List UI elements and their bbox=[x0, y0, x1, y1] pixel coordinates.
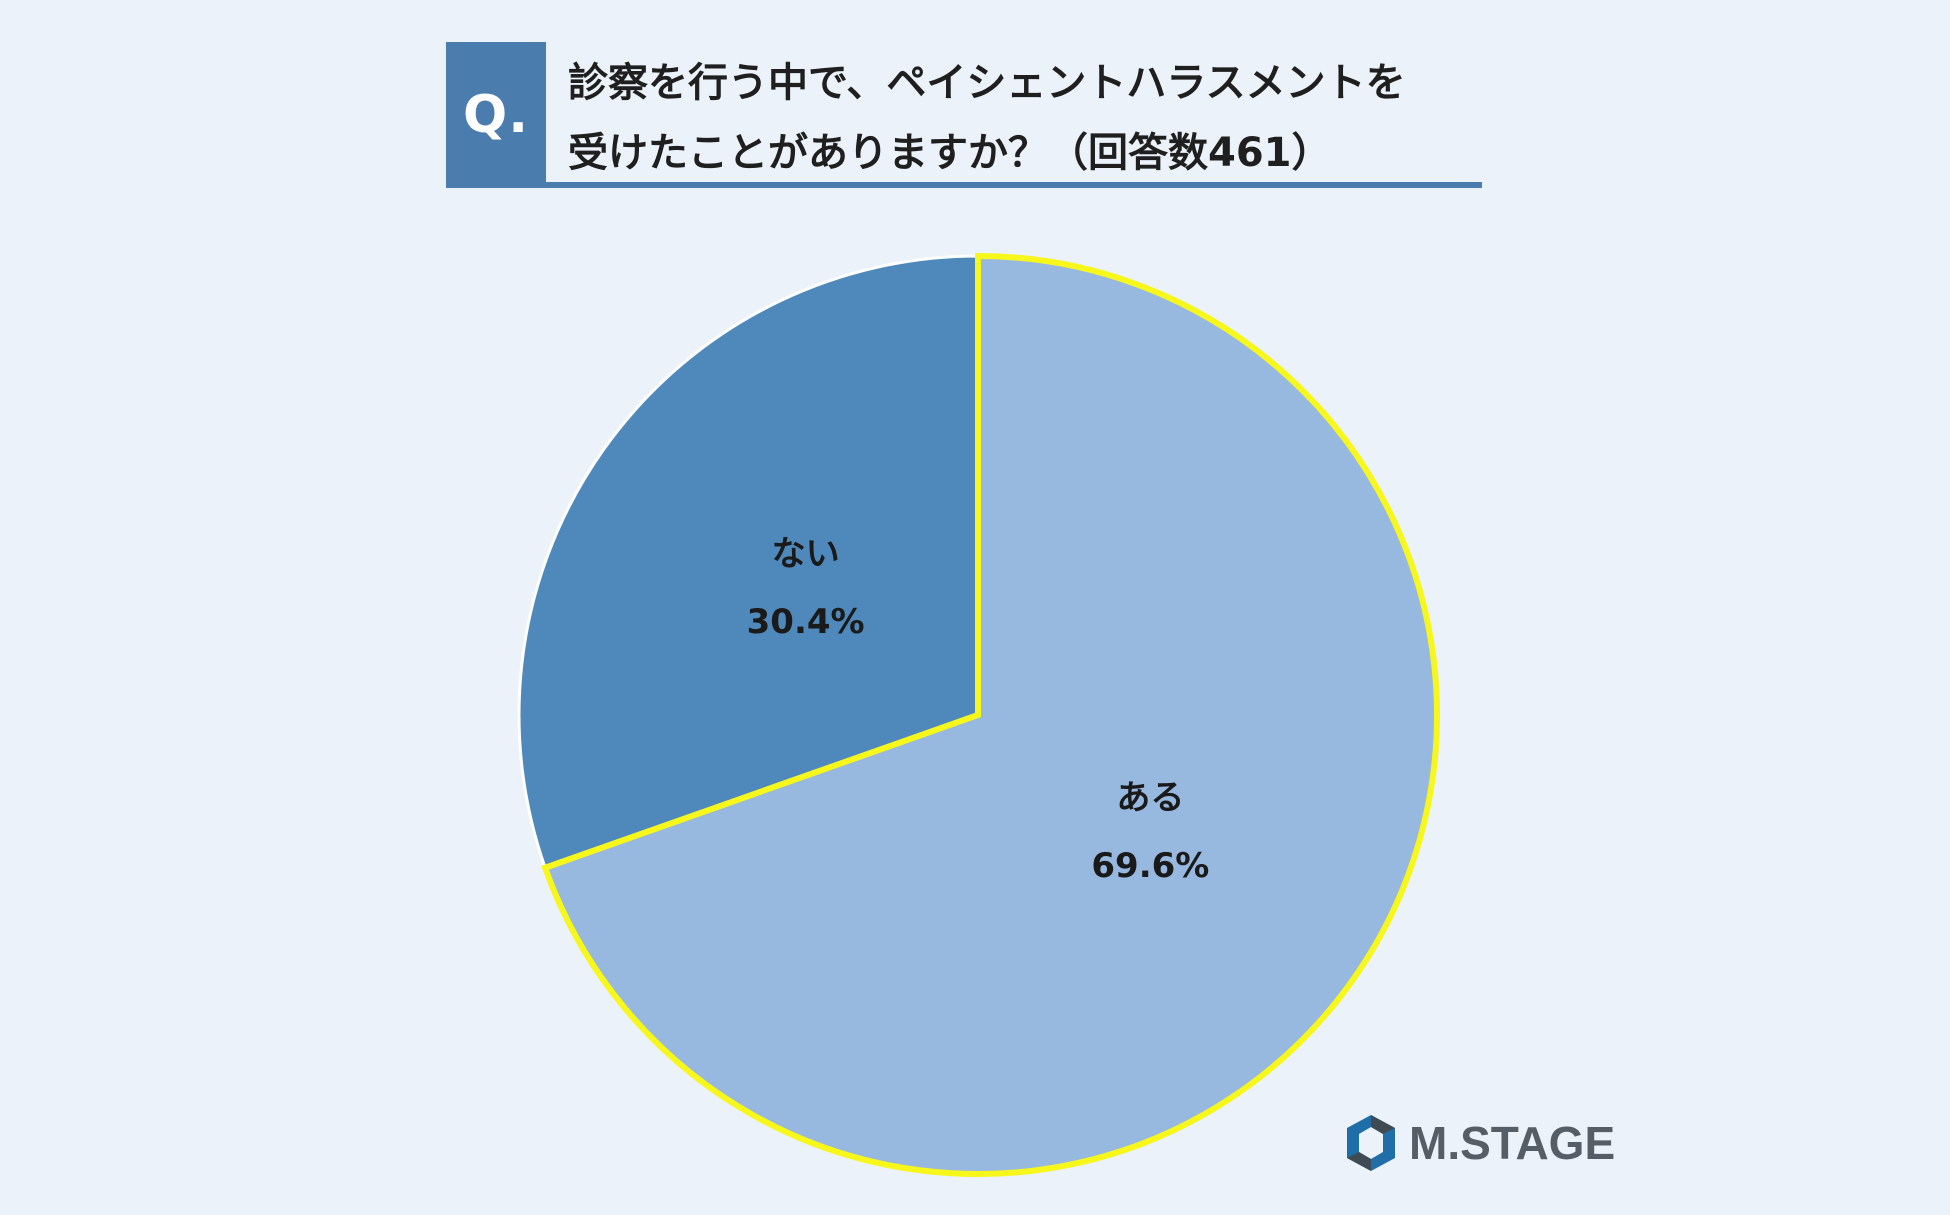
pie-slice-2 bbox=[517, 254, 980, 870]
question-text: 診察を行う中で、ペイシェントハラスメントを 受けたことがありますか？（回答数46… bbox=[568, 48, 1488, 188]
question-line-1: 診察を行う中で、ペイシェントハラスメントを bbox=[568, 60, 1406, 106]
pie-slices bbox=[517, 252, 1440, 1177]
pie-slice-value-2: 30.4% bbox=[747, 602, 865, 642]
question-badge-label: Q. bbox=[463, 85, 529, 145]
question-line-2: 受けたことがありますか？（回答数461） bbox=[568, 130, 1332, 176]
pie-labels: ある 69.6% ない 30.4% bbox=[747, 534, 1210, 886]
pie-slice-1 bbox=[541, 252, 1440, 1177]
hexagon-logo-icon bbox=[1347, 1115, 1395, 1171]
pie-slice-label-2: ない bbox=[772, 534, 840, 574]
pie-slice-value-1: 69.6% bbox=[1091, 846, 1209, 886]
brand-name: M.STAGE bbox=[1409, 1117, 1616, 1169]
brand-logo: M.STAGE bbox=[1343, 1112, 1615, 1174]
pie-slice-label-1: ある bbox=[1116, 778, 1184, 818]
question-badge: Q. bbox=[446, 42, 546, 188]
question-underline bbox=[446, 182, 1482, 188]
